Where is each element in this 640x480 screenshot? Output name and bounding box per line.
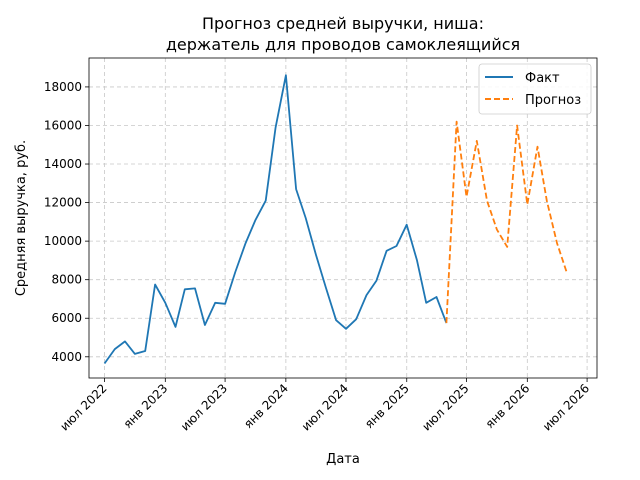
series-lines xyxy=(103,74,568,365)
y-tick-label: 8000 xyxy=(51,273,82,287)
legend: Факт Прогноз xyxy=(478,63,592,115)
legend-label-fact: Факт xyxy=(525,71,560,86)
chart-title-line-2: держатель для проводов самоклеящийся xyxy=(166,35,520,54)
y-tick-label: 4000 xyxy=(51,350,82,364)
y-tick-label: 14000 xyxy=(44,157,82,171)
y-axis-ticks: 4000 6000 8000 10000 12000 14000 16000 18000 xyxy=(44,80,89,364)
series-line-fact xyxy=(103,74,448,365)
y-tick-label: 12000 xyxy=(44,196,82,210)
y-tick-label: 16000 xyxy=(44,118,82,132)
y-tick-label: 18000 xyxy=(44,80,82,94)
x-axis-label: Дата xyxy=(326,452,360,467)
plot-frame xyxy=(88,57,598,379)
y-tick-label: 6000 xyxy=(51,311,82,325)
series-line-forecast xyxy=(445,120,568,324)
y-tick-label: 10000 xyxy=(44,234,82,248)
chart-title-line-1: Прогноз средней выручки, ниша: xyxy=(202,14,484,33)
y-axis-label: Средняя выручка, руб. xyxy=(14,140,29,296)
legend-label-forecast: Прогноз xyxy=(525,93,581,108)
